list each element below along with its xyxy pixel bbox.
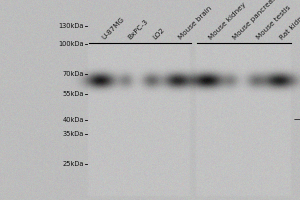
Text: Mouse testis: Mouse testis [255,5,292,41]
Text: 70kDa: 70kDa [62,71,84,77]
Text: LO2: LO2 [152,27,166,41]
Text: —MAPK14: —MAPK14 [294,116,300,124]
Text: 130kDa: 130kDa [58,23,84,29]
Text: 100kDa: 100kDa [58,41,84,47]
Text: Rat kidney: Rat kidney [279,10,300,41]
Text: 35kDa: 35kDa [63,131,84,137]
Text: Mouse pancreas: Mouse pancreas [232,0,278,41]
Text: U-87MG: U-87MG [101,16,125,41]
Text: 55kDa: 55kDa [62,91,84,97]
Text: 25kDa: 25kDa [62,161,84,167]
Text: BxPC-3: BxPC-3 [126,18,149,41]
Text: Mouse kidney: Mouse kidney [208,1,247,41]
Text: 40kDa: 40kDa [62,117,84,123]
Text: Mouse brain: Mouse brain [177,5,213,41]
